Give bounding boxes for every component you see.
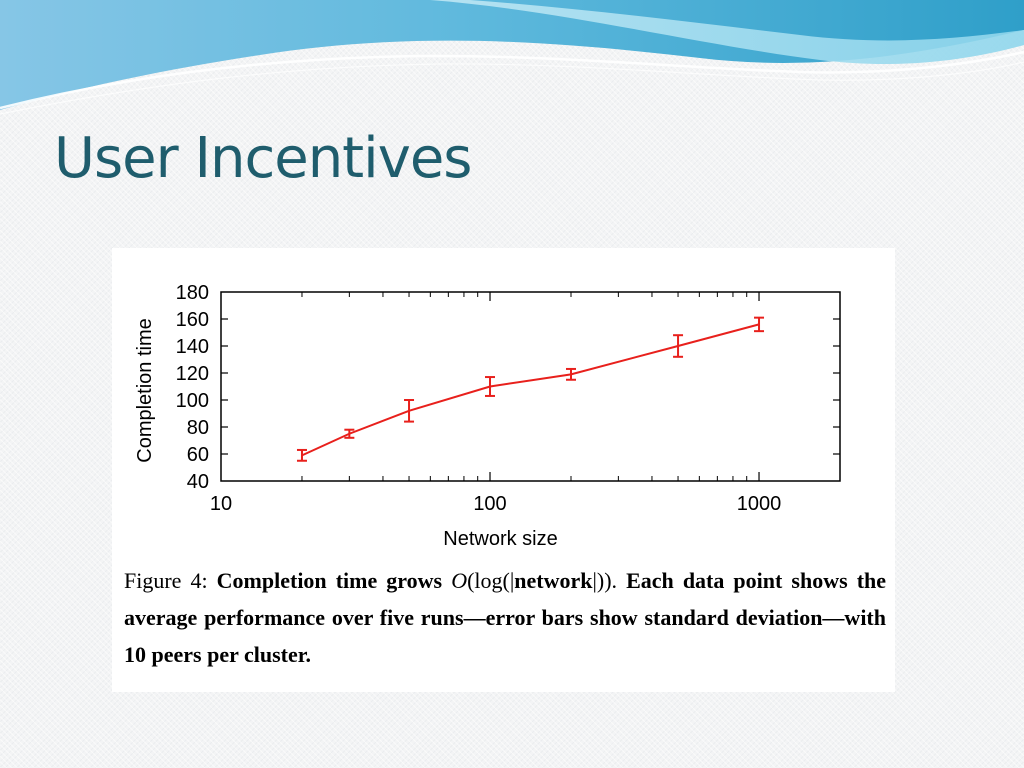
y-axis-label: Completion time [134,318,156,463]
data-point [754,316,765,333]
figure-label: Figure 4: [124,568,208,593]
figure-panel: 40 60 80 100 120 140 160 180 10 100 1000 Completi… [112,248,895,692]
caption-body: Each data point shows the average perfor… [124,568,887,667]
y-tick-label: 40 [187,471,209,493]
y-tick-labels: 40 60 80 100 120 140 160 180 [176,282,209,493]
x-tick-label: 10 [210,493,232,515]
caption-math-log: (log(| [467,568,515,593]
y-tick-label: 120 [176,363,209,385]
x-axis-label: Network size [443,528,557,548]
data-point [296,448,307,462]
figure-caption: Figure 4: Completion time grows O(log(|n… [124,562,886,673]
data-point [485,376,496,397]
data-point [565,367,576,381]
caption-math-network: network [514,568,593,593]
caption-math-close: |)). [592,568,618,593]
x-tick-labels: 10 100 1000 [210,493,781,515]
data-point [673,334,684,358]
y-tick-label: 160 [176,309,209,331]
y-tick-label: 80 [187,417,209,439]
y-tick-label: 180 [176,282,209,304]
data-point [344,428,355,439]
x-tick-label: 100 [473,493,506,515]
y-tick-label: 140 [176,336,209,358]
header-swoosh-decoration [0,0,1024,115]
x-tick-label: 1000 [737,493,782,515]
y-tick-label: 60 [187,444,209,466]
completion-time-chart: 40 60 80 100 120 140 160 180 10 100 1000 Completi… [134,282,841,548]
caption-lead: Completion time grows [216,568,443,593]
series-line [301,323,760,457]
series-layer [296,316,765,462]
axis-ticks [221,292,840,481]
y-tick-label: 100 [176,390,209,412]
caption-math-o: O [451,568,468,593]
data-point [404,399,415,423]
plot-frame [220,291,841,482]
slide-title: User Incentives [54,126,472,191]
